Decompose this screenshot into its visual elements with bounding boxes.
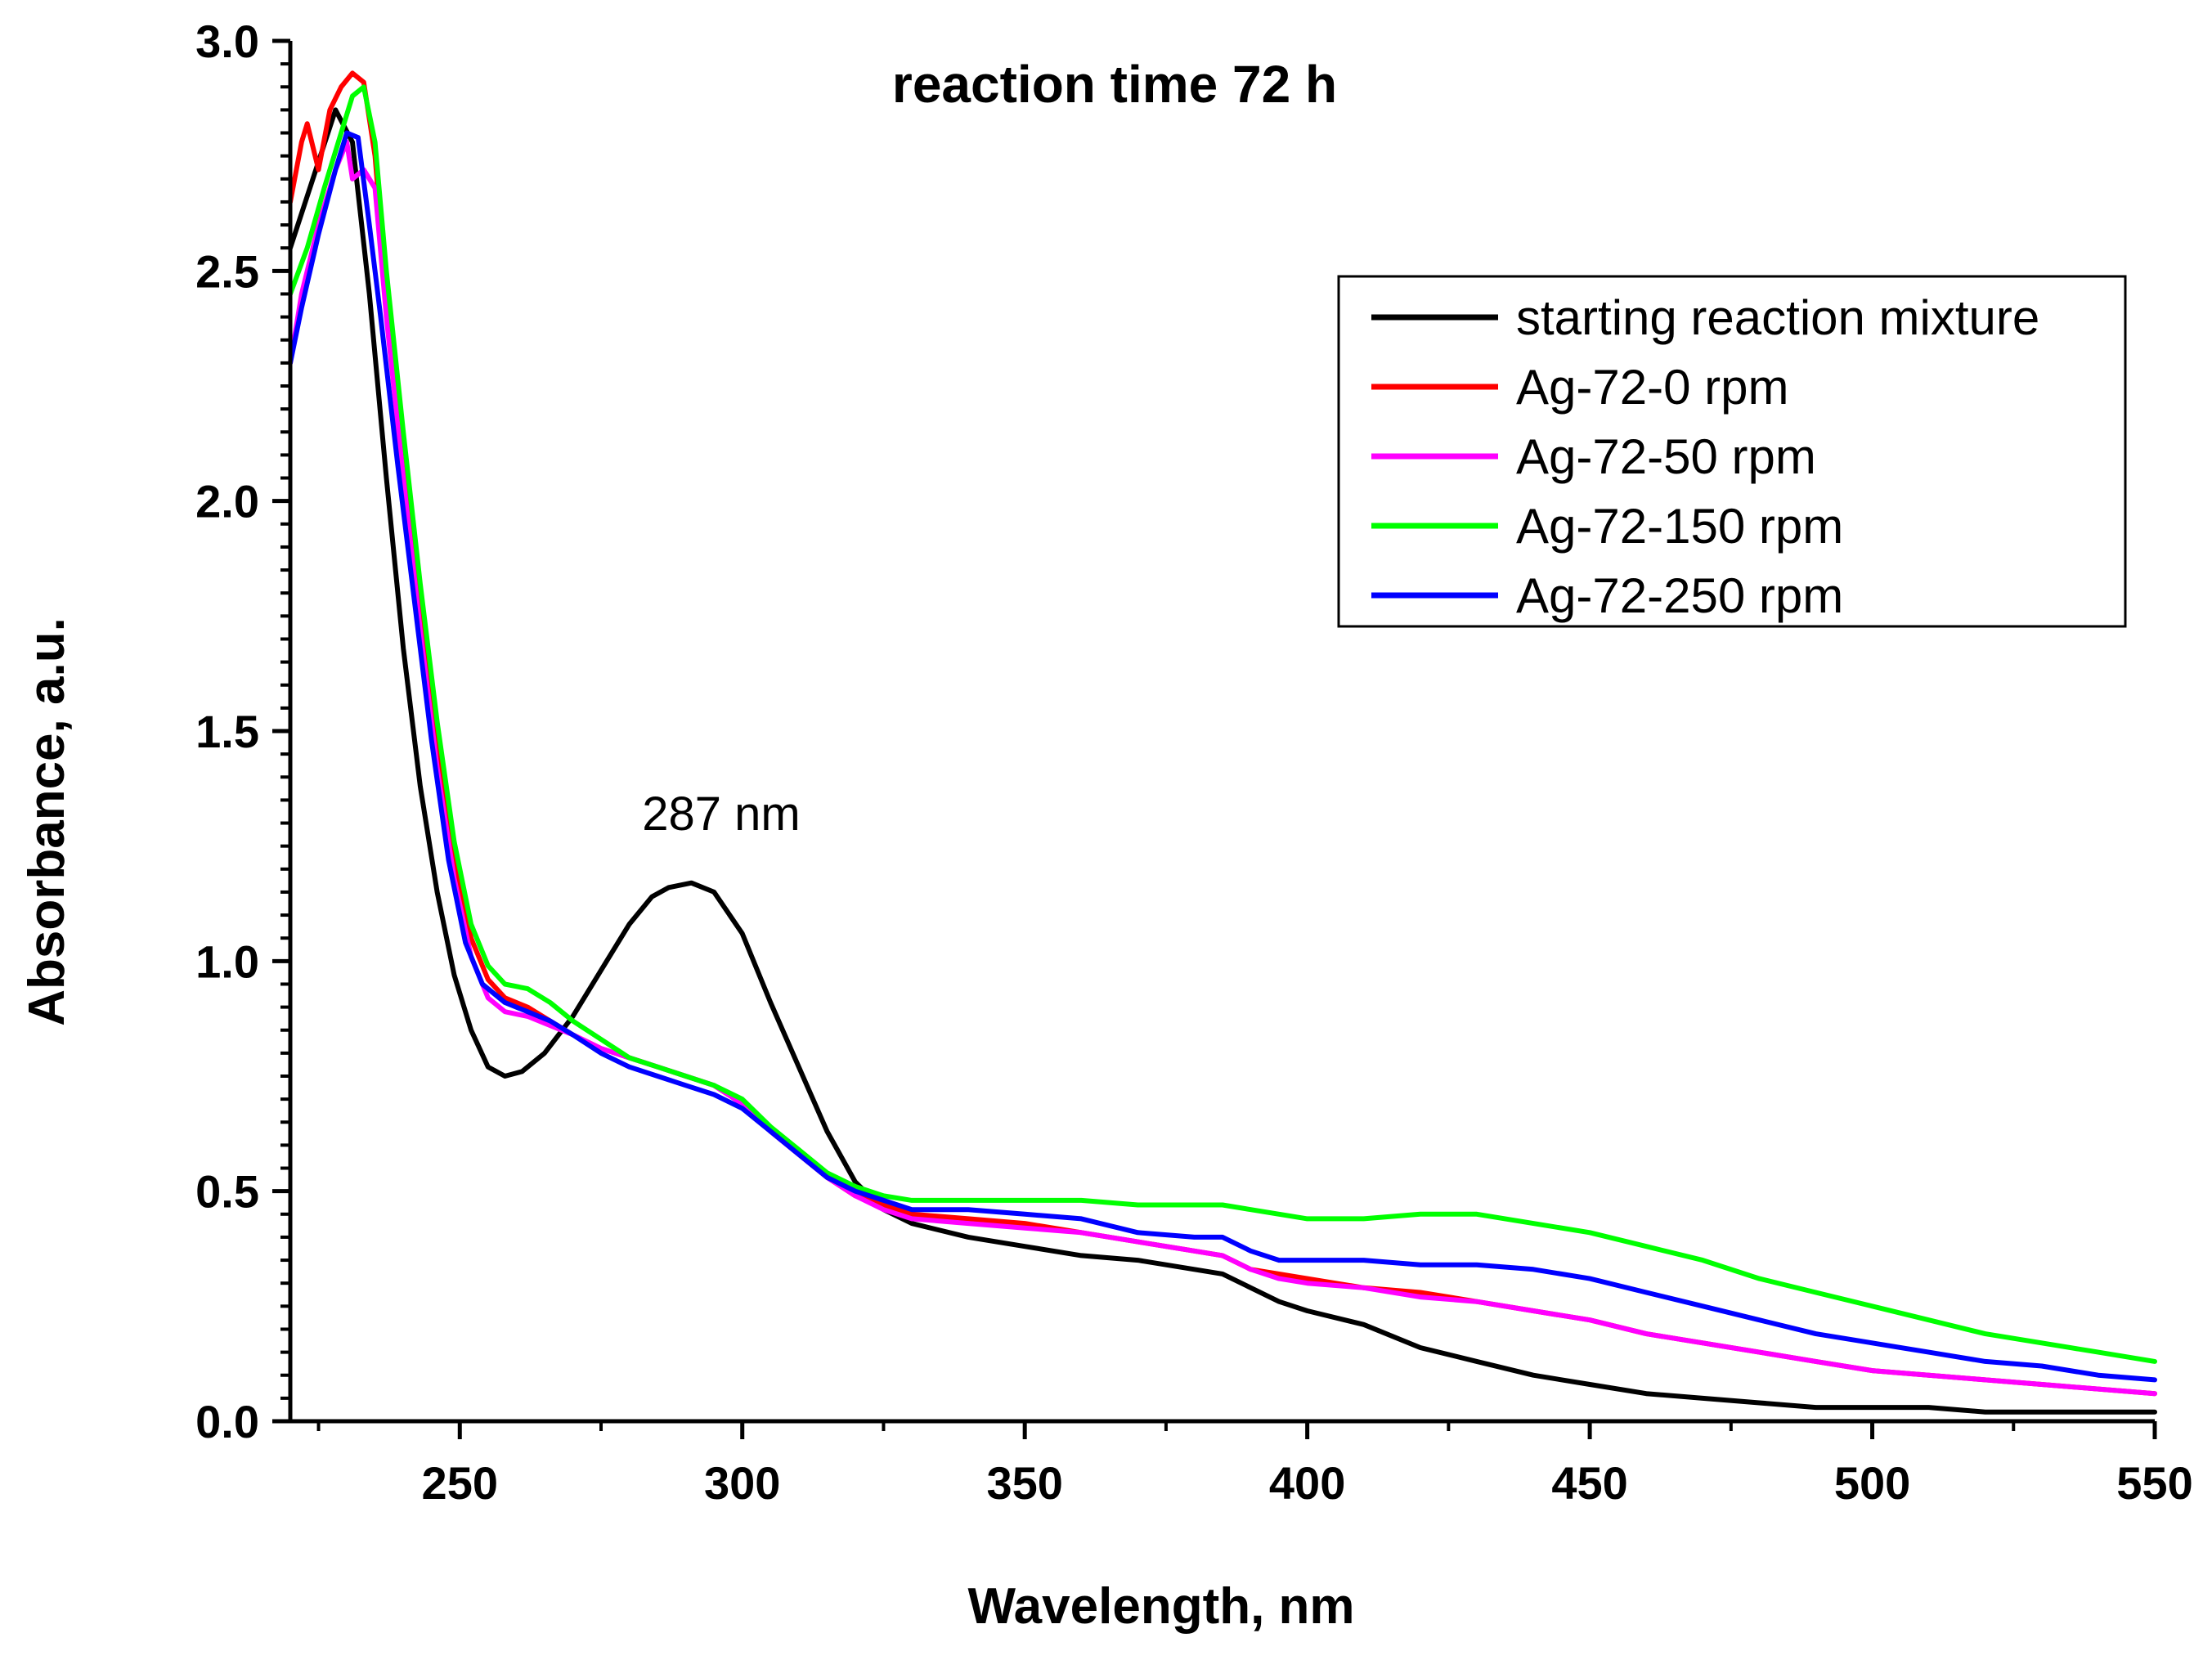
series-line-ag-72-150-rpm <box>288 84 2157 1364</box>
legend-label-ag-72-0-rpm: Ag-72-0 rpm <box>1516 360 1788 415</box>
series-lines <box>288 70 2157 1415</box>
legend-label-ag-72-50-rpm: Ag-72-50 rpm <box>1516 429 1816 484</box>
y-tick-label: 2.5 <box>195 245 259 297</box>
y-tick-label: 3.0 <box>195 16 259 67</box>
series-line-starting-reaction-mixture <box>288 107 2157 1415</box>
x-tick-label: 400 <box>1269 1457 1345 1509</box>
series-line-ag-72-0-rpm <box>288 70 2157 1397</box>
y-tick-label: 0.0 <box>195 1396 259 1447</box>
x-tick-label: 300 <box>704 1457 780 1509</box>
x-tick-label: 250 <box>422 1457 498 1509</box>
y-tick-label: 2.0 <box>195 476 259 527</box>
series-line-ag-72-250-rpm <box>288 130 2157 1383</box>
y-tick-label: 0.5 <box>195 1166 259 1218</box>
legend: starting reaction mixture Ag-72-0 rpm Ag-7… <box>1337 275 2127 628</box>
x-tick-label: 450 <box>1551 1457 1627 1509</box>
x-axis-title: Wavelength, nm <box>967 1578 1354 1635</box>
legend-box <box>1337 275 2127 628</box>
legend-items: starting reaction mixture Ag-72-0 rpm Ag-7… <box>1371 290 2039 623</box>
y-tick-label: 1.5 <box>195 706 259 757</box>
ticks: 0.0 0.5 1.0 1.5 2.0 2.5 3.0 250 300 350 400 450 500 5… <box>195 16 2193 1509</box>
x-tick-label: 550 <box>2116 1457 2192 1509</box>
y-axis-title: Absorbance, a.u. <box>19 617 75 1026</box>
legend-label-starting-reaction-mixture: starting reaction mixture <box>1516 290 2039 345</box>
peak-annotation: 287 nm <box>642 787 800 841</box>
legend-label-ag-72-150-rpm: Ag-72-150 rpm <box>1516 499 1843 554</box>
axes <box>288 41 2155 1424</box>
y-tick-label: 1.0 <box>195 935 259 987</box>
legend-label-ag-72-250-rpm: Ag-72-250 rpm <box>1516 568 1843 623</box>
chart-title: reaction time 72 h <box>892 55 1337 114</box>
x-tick-label: 350 <box>986 1457 1062 1509</box>
x-tick-label: 500 <box>1834 1457 1910 1509</box>
